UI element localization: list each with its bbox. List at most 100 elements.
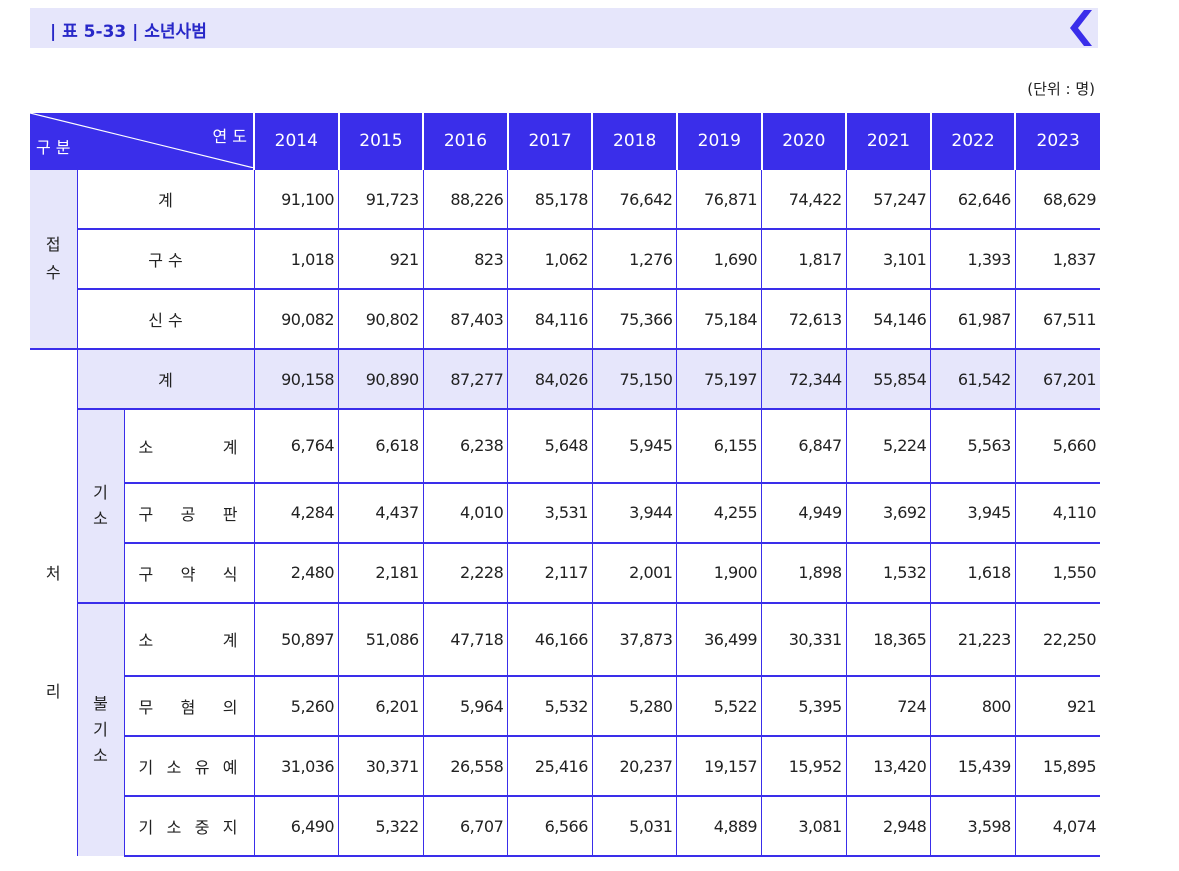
value-cell: 37,873 [591, 601, 677, 676]
value-cell: 84,116 [507, 288, 593, 349]
value-cell: 5,395 [761, 675, 847, 736]
unit-label: (단위 : 명) [1027, 80, 1095, 98]
value-cell: 72,344 [761, 348, 847, 409]
value-cell: 75,184 [676, 288, 762, 349]
value-cell: 3,598 [930, 795, 1016, 857]
value-cell: 6,847 [761, 408, 847, 483]
value-cell: 76,871 [676, 168, 762, 229]
value-cell: 5,260 [253, 675, 339, 736]
value-cell: 67,511 [1014, 288, 1100, 349]
value-cell: 5,945 [591, 408, 677, 483]
row-label: 계 [76, 168, 255, 229]
value-cell: 4,110 [1014, 481, 1100, 543]
year-header: 2015 [337, 113, 424, 169]
value-cell: 4,284 [253, 481, 339, 543]
year-header: 2019 [675, 113, 762, 169]
value-cell: 75,150 [591, 348, 677, 409]
year-header: 2022 [929, 113, 1016, 169]
juvenile-offender-table: 구 분 연 도 2014 2015 2016 2017 2018 2019 20… [30, 113, 1100, 857]
value-cell: 61,987 [930, 288, 1016, 349]
value-cell: 6,707 [422, 795, 508, 857]
value-cell: 800 [930, 675, 1016, 736]
value-cell: 74,422 [761, 168, 847, 229]
value-cell: 15,952 [761, 735, 847, 796]
value-cell: 1,550 [1014, 541, 1100, 603]
value-cell: 47,718 [422, 601, 508, 676]
value-cell: 3,944 [591, 481, 677, 543]
value-cell: 5,522 [676, 675, 762, 736]
value-cell: 25,416 [507, 735, 593, 796]
value-cell: 1,900 [676, 541, 762, 603]
value-cell: 67,201 [1014, 348, 1100, 409]
value-cell: 3,531 [507, 481, 593, 543]
group-disposal-char-2: 리 [45, 682, 61, 701]
value-cell: 921 [338, 228, 424, 289]
diagonal-divider [30, 113, 254, 168]
value-cell: 30,371 [338, 735, 424, 796]
value-cell: 15,439 [930, 735, 1016, 796]
value-cell: 75,197 [676, 348, 762, 409]
value-cell: 55,854 [845, 348, 931, 409]
row-label: 계 [76, 348, 255, 409]
value-cell: 1,817 [761, 228, 847, 289]
year-header: 2014 [253, 113, 339, 169]
table-row: 구 수 1,018 921 823 1,062 1,276 1,690 1,817 3,101… [30, 228, 1100, 289]
value-cell: 84,026 [507, 348, 593, 409]
header-row: 구 분 연 도 2014 2015 2016 2017 2018 2019 20… [30, 113, 1100, 169]
value-cell: 57,247 [845, 168, 931, 229]
corner-label-category: 구 분 [36, 138, 71, 157]
value-cell: 87,403 [422, 288, 508, 349]
chevron-left-icon [1070, 10, 1092, 46]
row-label: 구 수 [76, 228, 255, 289]
value-cell: 1,018 [253, 228, 339, 289]
value-cell: 61,542 [930, 348, 1016, 409]
value-cell: 6,618 [338, 408, 424, 483]
value-cell: 1,276 [591, 228, 677, 289]
value-cell: 62,646 [930, 168, 1016, 229]
value-cell: 85,178 [507, 168, 593, 229]
value-cell: 5,660 [1014, 408, 1100, 483]
value-cell: 36,499 [676, 601, 762, 676]
value-cell: 31,036 [253, 735, 339, 796]
value-cell: 6,490 [253, 795, 339, 857]
value-cell: 2,117 [507, 541, 593, 603]
value-cell: 1,898 [761, 541, 847, 603]
table-title: | 표 5-33 | 소년사범 [50, 22, 207, 42]
value-cell: 6,238 [422, 408, 508, 483]
group-receipt: 접 수 [30, 168, 77, 349]
value-cell: 3,101 [845, 228, 931, 289]
value-cell: 13,420 [845, 735, 931, 796]
year-header: 2017 [506, 113, 593, 169]
value-cell: 54,146 [845, 288, 931, 349]
group-disposal: 처 리 [30, 348, 77, 856]
value-cell: 91,100 [253, 168, 339, 229]
year-header: 2020 [760, 113, 847, 169]
value-cell: 724 [845, 675, 931, 736]
value-cell: 4,437 [338, 481, 424, 543]
value-cell: 1,690 [676, 228, 762, 289]
table-title-bar: | 표 5-33 | 소년사범 [30, 8, 1098, 48]
value-cell: 90,158 [253, 348, 339, 409]
value-cell: 5,280 [591, 675, 677, 736]
value-cell: 5,031 [591, 795, 677, 857]
value-cell: 1,837 [1014, 228, 1100, 289]
corner-label-year: 연 도 [212, 127, 248, 146]
value-cell: 68,629 [1014, 168, 1100, 229]
value-cell: 6,566 [507, 795, 593, 857]
year-header: 2021 [845, 113, 931, 169]
group-non-indictment: 불 기 소 [76, 601, 124, 856]
year-header: 2016 [422, 113, 508, 169]
